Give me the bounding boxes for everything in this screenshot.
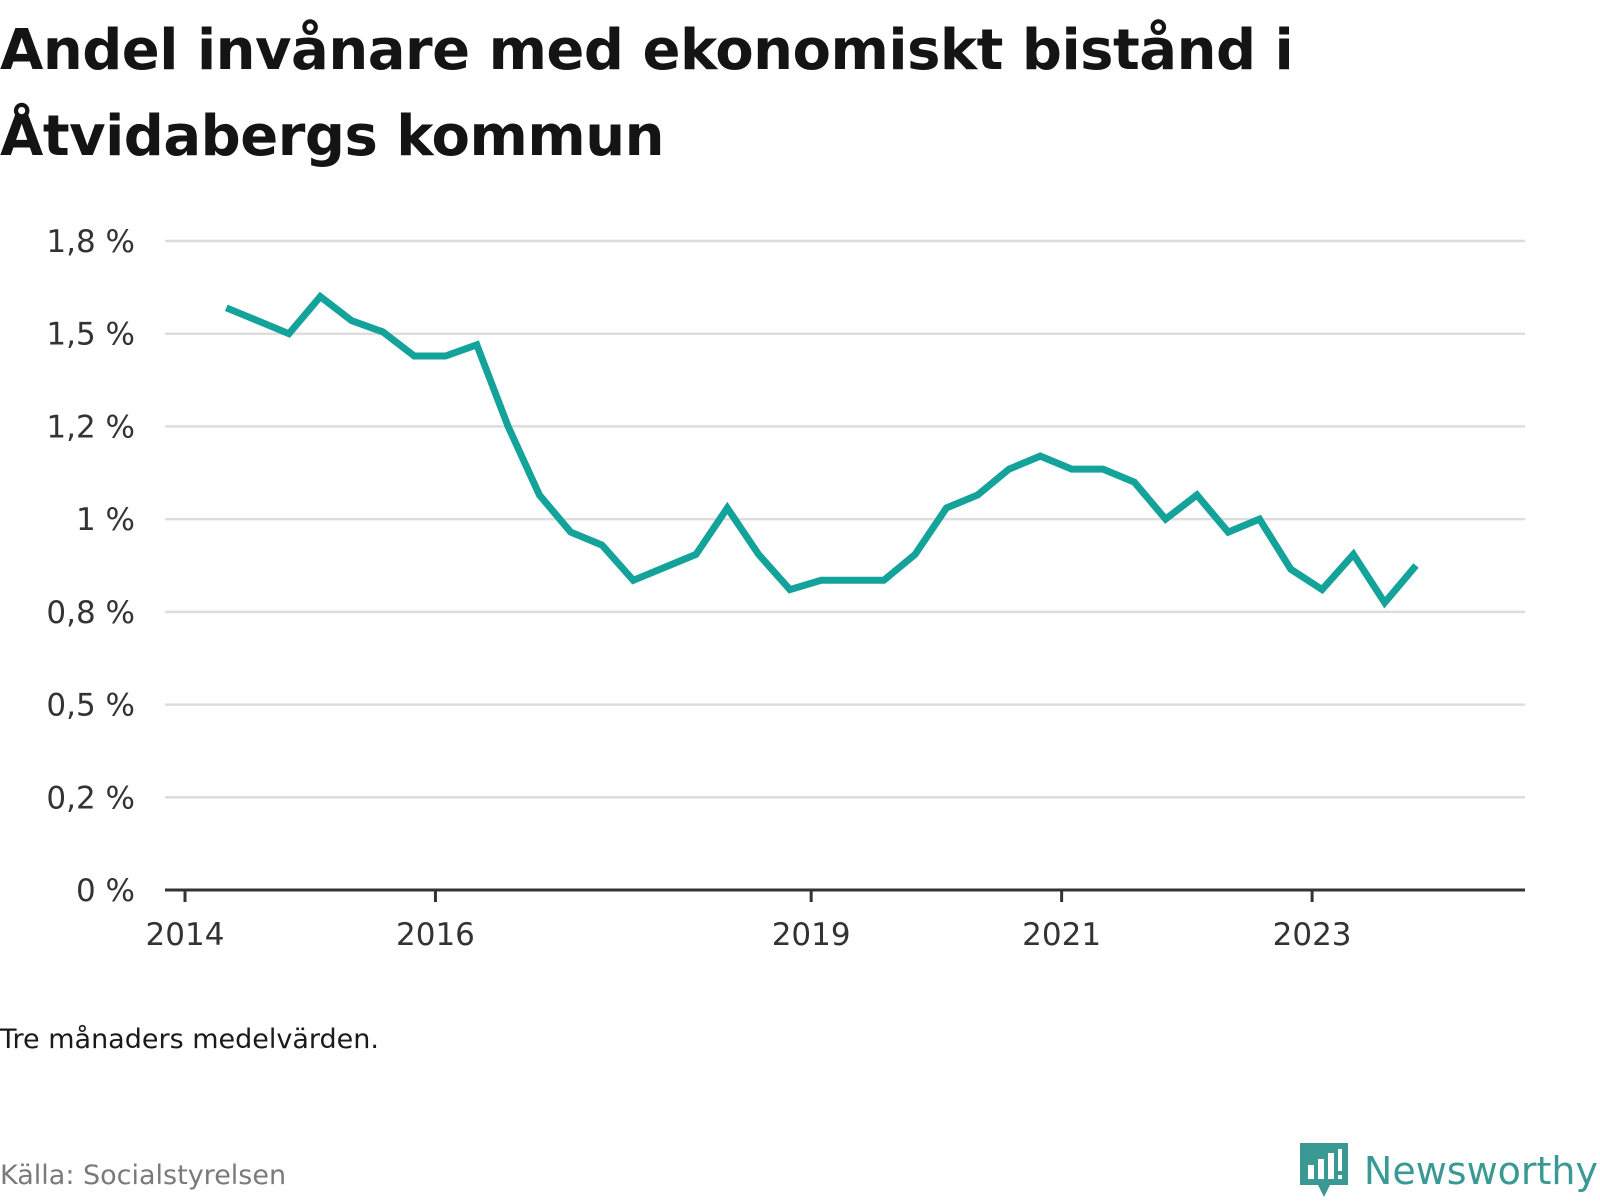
x-tick-label: 2019 <box>772 917 851 953</box>
y-tick-label: 0,8 % <box>46 595 135 631</box>
y-tick-label: 0,2 % <box>46 780 135 816</box>
newsworthy-logo-icon <box>1299 1143 1348 1197</box>
y-axis-tick-labels: 0 % 0,2 % 0,5 % 0,8 % 1 % 1,2 % 1,5 % 1,8 % <box>46 224 135 909</box>
series-line <box>224 291 1419 609</box>
y-tick-label: 1,5 % <box>46 317 135 353</box>
y-tick-label: 1,2 % <box>46 409 135 445</box>
y-tick-label: 1 % <box>76 502 135 538</box>
brand-name: Newsworthy <box>1363 1149 1598 1193</box>
chart-note: Tre månaders medelvärden. <box>0 1024 379 1055</box>
chart-title: Andel invånare med ekonomiskt bistånd i … <box>0 18 1294 169</box>
x-tick-label: 2014 <box>146 917 225 953</box>
y-tick-label: 1,8 % <box>46 224 135 260</box>
x-tick-label: 2023 <box>1273 917 1352 953</box>
line-chart: 0 % 0,2 % 0,5 % 0,8 % 1 % 1,2 % 1,5 % 1,8 % 201… <box>46 224 1525 953</box>
gridlines <box>165 239 1525 799</box>
source-label: Källa: Socialstyrelsen <box>0 1160 287 1191</box>
x-tick-label: 2016 <box>396 917 475 953</box>
y-tick-label: 0,5 % <box>46 688 135 724</box>
brand-logo: Newsworthy <box>1298 1140 1598 1202</box>
y-tick-label: 0 % <box>76 873 135 909</box>
x-tick-label: 2021 <box>1022 917 1101 953</box>
x-axis-ticks: 2014 2016 2019 2021 2023 <box>146 890 1352 953</box>
